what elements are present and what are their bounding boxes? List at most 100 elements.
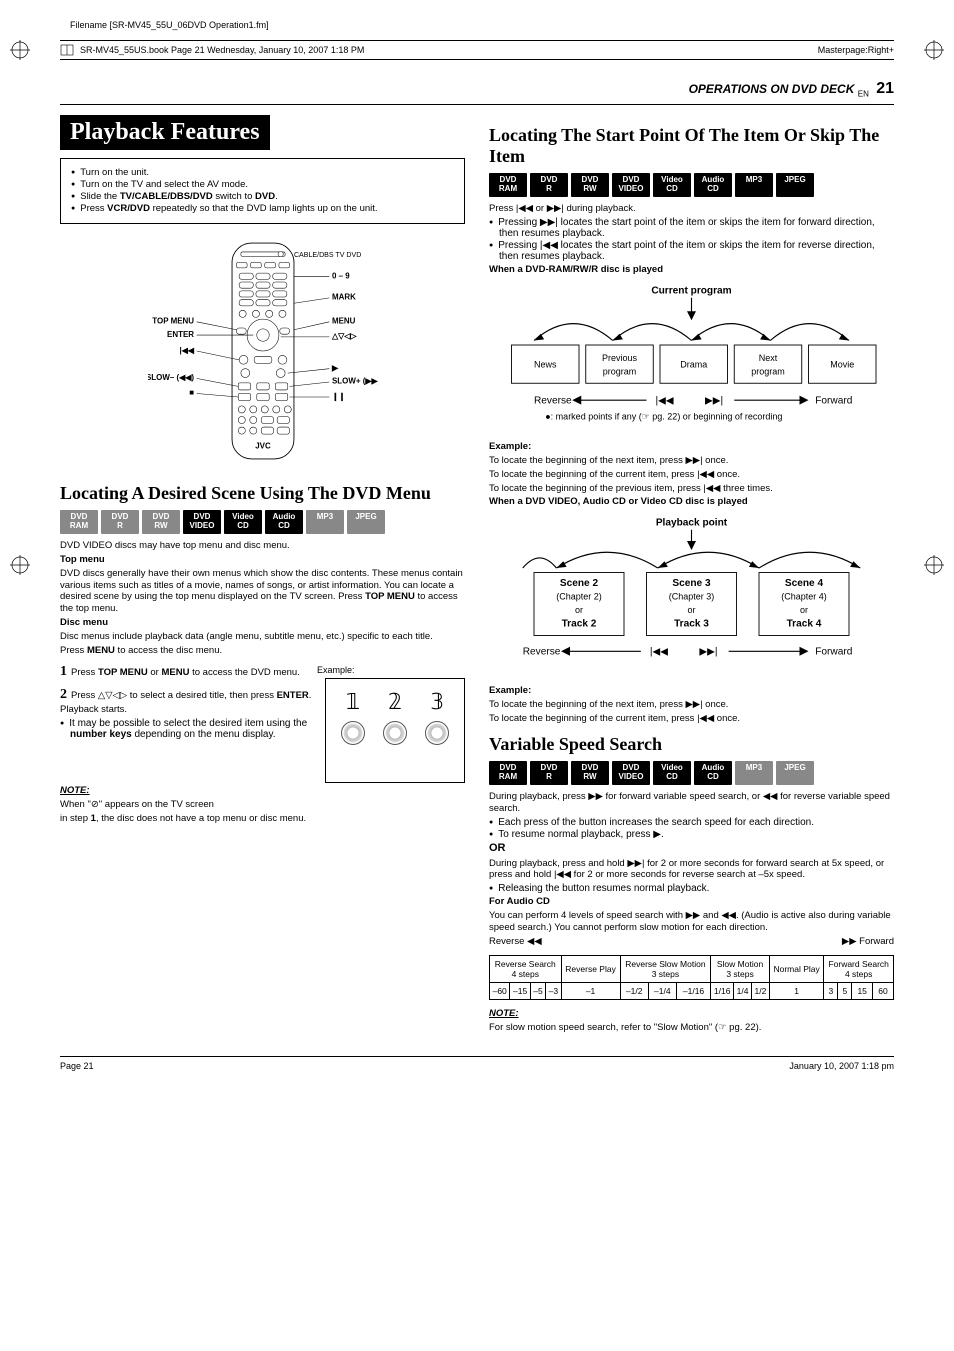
page-title: Playback Features <box>60 115 270 150</box>
svg-text:Previous: Previous <box>602 352 638 362</box>
svg-text:Current program: Current program <box>651 285 731 296</box>
book-line: SR-MV45_55US.book Page 21 Wednesday, Jan… <box>80 45 364 55</box>
disc-menu-heading: Disc menu <box>60 617 465 629</box>
format-badge: MP3 <box>735 173 773 197</box>
svg-text:Scene 2: Scene 2 <box>560 578 599 589</box>
intro-item: Turn on the TV and select the AV mode. <box>71 179 454 190</box>
svg-text:△▽◁▷: △▽◁▷ <box>331 332 357 341</box>
intro-box: Turn on the unit.Turn on the TV and sele… <box>60 158 465 224</box>
speed-forward-label: ▶▶ Forward <box>842 936 894 947</box>
format-badge: DVDRW <box>571 761 609 785</box>
svg-text:Drama: Drama <box>680 359 707 369</box>
svg-text:Movie: Movie <box>830 359 854 369</box>
format-badge: DVDRW <box>571 173 609 197</box>
svg-text:Track 2: Track 2 <box>562 619 597 630</box>
format-badges: DVDRAMDVDRDVDRWDVDVIDEOVideoCDAudioCDMP3… <box>489 761 894 785</box>
crop-mark-icon <box>10 555 30 575</box>
locating-start-heading: Locating The Start Point Of The Item Or … <box>489 125 894 167</box>
remote-diagram: CABLE/DBS TV DVD <box>60 236 465 469</box>
top-menu-text: DVD discs generally have their own menus… <box>60 568 465 616</box>
svg-text:Scene 4: Scene 4 <box>785 578 824 589</box>
svg-text:(Chapter 4): (Chapter 4) <box>781 592 827 602</box>
note-line2: in step 1, the disc does not have a top … <box>60 813 465 825</box>
example-box: 𝟙 𝟚 𝟛 <box>325 678 465 783</box>
top-menu-heading: Top menu <box>60 554 465 566</box>
intro-item: Slide the TV/CABLE/DBS/DVD switch to DVD… <box>71 191 454 202</box>
format-badge: JPEG <box>347 510 385 534</box>
example-label: Example: <box>317 665 465 676</box>
or-bullet: Releasing the button resumes normal play… <box>489 883 894 894</box>
svg-text:Reverse: Reverse <box>523 647 561 658</box>
svg-text:or: or <box>575 605 583 615</box>
audio-cd-text: You can perform 4 levels of speed search… <box>489 910 894 934</box>
crop-mark-icon <box>924 555 944 575</box>
masterpage-label: Masterpage:Right+ <box>818 45 894 55</box>
format-badge: DVDRAM <box>60 510 98 534</box>
step1-text: Press TOP MENU or MENU to access the DVD… <box>71 667 300 678</box>
svg-text:Next: Next <box>759 352 778 362</box>
note-heading: NOTE: <box>60 785 465 797</box>
badges-caption: DVD VIDEO discs may have top menu and di… <box>60 540 465 552</box>
when-ram-heading: When a DVD-RAM/RW/R disc is played <box>489 264 894 276</box>
svg-text:|◀◀: |◀◀ <box>650 647 668 658</box>
svg-text:TOP MENU: TOP MENU <box>152 317 194 326</box>
note2-text: For slow motion speed search, refer to "… <box>489 1022 894 1034</box>
svg-text:(Chapter 3): (Chapter 3) <box>669 592 715 602</box>
svg-text:Scene 3: Scene 3 <box>672 578 711 589</box>
svg-text:0 – 9: 0 – 9 <box>332 272 350 281</box>
book-icon <box>60 43 74 57</box>
format-badge: VideoCD <box>224 510 262 534</box>
svg-text:Track 3: Track 3 <box>674 619 709 630</box>
svg-text:|◀◀: |◀◀ <box>656 395 674 406</box>
var-p1: During playback, press ▶▶ for forward va… <box>489 791 894 815</box>
format-badge: JPEG <box>776 761 814 785</box>
svg-text:●: marked points if any (☞ pg.: ●: marked points if any (☞ pg. 22) or be… <box>545 411 782 421</box>
format-badge: AudioCD <box>265 510 303 534</box>
video-diagram: Playback point Scene 2(Chapter 2)orTrack… <box>489 514 894 675</box>
svg-text:or: or <box>800 605 808 615</box>
format-badge: DVDVIDEO <box>183 510 221 534</box>
variable-speed-heading: Variable Speed Search <box>489 734 894 755</box>
disc-menu-text1: Disc menus include playback data (angle … <box>60 631 465 643</box>
example1-heading: Example: <box>489 441 894 453</box>
svg-text:News: News <box>534 359 557 369</box>
svg-text:Forward: Forward <box>815 647 852 658</box>
svg-text:SLOW– (◀◀): SLOW– (◀◀) <box>148 374 194 383</box>
format-badge: DVDR <box>530 173 568 197</box>
ram-diagram: Current program News Previous program Drama… <box>489 282 894 431</box>
example2-heading: Example: <box>489 685 894 697</box>
format-badge: DVDR <box>101 510 139 534</box>
format-badge: MP3 <box>306 510 344 534</box>
footer-date: January 10, 2007 1:18 pm <box>789 1061 894 1071</box>
format-badge: VideoCD <box>653 173 691 197</box>
speed-reverse-label: Reverse ◀◀ <box>489 936 542 947</box>
page-number: 21 <box>876 80 894 97</box>
svg-text:|◀◀: |◀◀ <box>179 346 194 355</box>
format-badges: DVDRAMDVDRDVDRWDVDVIDEOVideoCDAudioCDMP3… <box>489 173 894 197</box>
svg-text:▶▶|: ▶▶| <box>705 395 723 406</box>
format-badges: DVDRAMDVDRDVDRWDVDVIDEOVideoCDAudioCDMP3… <box>60 510 465 534</box>
svg-text:JVC: JVC <box>255 442 271 451</box>
svg-text:❙❙: ❙❙ <box>332 392 345 402</box>
when-video-heading: When a DVD VIDEO, Audio CD or Video CD d… <box>489 496 894 508</box>
svg-text:SLOW+ (▶▶): SLOW+ (▶▶) <box>332 377 378 386</box>
format-badge: VideoCD <box>653 761 691 785</box>
svg-text:program: program <box>751 366 785 376</box>
format-badge: AudioCD <box>694 173 732 197</box>
svg-text:(Chapter 2): (Chapter 2) <box>556 592 602 602</box>
footer-page: Page 21 <box>60 1061 94 1071</box>
svg-text:Reverse: Reverse <box>534 395 572 406</box>
svg-text:Forward: Forward <box>815 395 852 406</box>
speed-table: Reverse Search 4 stepsReverse PlayRevers… <box>489 955 894 1000</box>
format-badge: DVDVIDEO <box>612 173 650 197</box>
format-badge: DVDRAM <box>489 761 527 785</box>
disc-menu-text2: Press MENU to access the disc menu. <box>60 645 465 657</box>
svg-text:MENU: MENU <box>332 317 356 326</box>
filename-label: Filename [SR-MV45_55U_06DVD Operation1.f… <box>60 20 894 30</box>
format-badge: DVDRAM <box>489 173 527 197</box>
note2-heading: NOTE: <box>489 1008 894 1020</box>
intro-item: Press VCR/DVD repeatedly so that the DVD… <box>71 203 454 214</box>
or-heading: OR <box>489 842 894 856</box>
svg-text:▶▶|: ▶▶| <box>699 647 717 658</box>
svg-text:program: program <box>603 366 637 376</box>
